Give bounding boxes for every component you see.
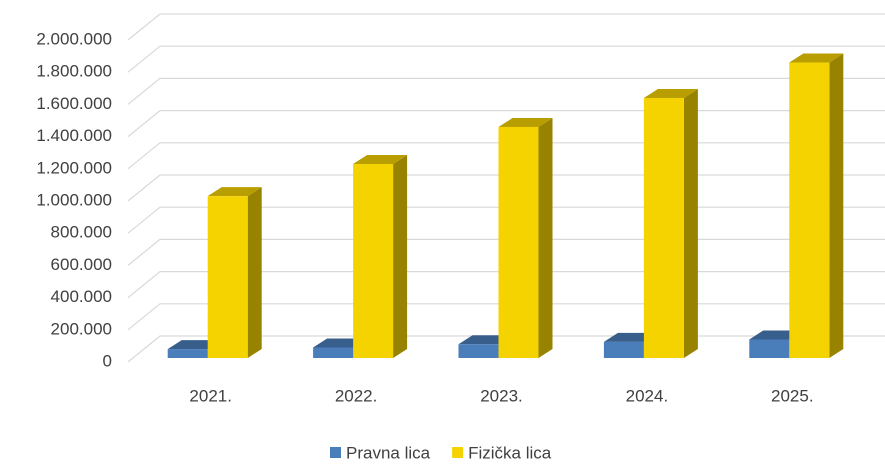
y-tick-label: 400.000 <box>51 287 112 306</box>
y-tick-label: 1.200.000 <box>36 158 112 177</box>
bar-side <box>829 53 844 358</box>
x-tick-label: 2022. <box>335 386 378 405</box>
y-tick-label: 1.600.000 <box>36 94 112 113</box>
y-tick-label: 1.000.000 <box>36 190 112 209</box>
x-tick-label: 2021. <box>189 386 232 405</box>
y-tick-label: 1.400.000 <box>36 126 112 145</box>
y-tick-label: 800.000 <box>51 223 112 242</box>
x-tick-label: 2025. <box>771 386 814 405</box>
bar-side <box>683 88 698 359</box>
bar-side <box>538 117 553 358</box>
bar <box>167 349 208 358</box>
bar <box>789 62 830 358</box>
bar-side <box>393 154 408 358</box>
grid-line <box>127 13 885 41</box>
y-tick-label: 1.800.000 <box>36 62 112 81</box>
bar <box>458 344 499 358</box>
bar <box>643 97 684 359</box>
bar-top <box>789 53 844 63</box>
bar-top <box>353 154 408 164</box>
y-tick-label: 2.000.000 <box>36 29 112 48</box>
x-tick-label: 2024. <box>626 386 669 405</box>
bar-top <box>498 117 553 127</box>
y-tick-label: 600.000 <box>51 255 112 274</box>
grid-line <box>127 77 885 105</box>
bar <box>207 196 248 358</box>
legend-swatch <box>452 447 464 458</box>
bar <box>498 126 539 358</box>
bar-top <box>643 88 698 98</box>
grid-line <box>127 45 885 73</box>
y-tick-label: 200.000 <box>51 319 112 338</box>
bar <box>749 339 790 358</box>
x-tick-label: 2023. <box>480 386 523 405</box>
bar <box>353 163 394 358</box>
bar-side <box>247 187 262 358</box>
legend-label: Fizička lica <box>468 443 552 462</box>
bar-top <box>207 187 262 197</box>
bar <box>313 347 354 358</box>
legend-label: Pravna lica <box>346 443 431 462</box>
bar <box>603 341 644 358</box>
y-tick-label: 0 <box>103 351 112 370</box>
legend-swatch <box>330 447 341 458</box>
